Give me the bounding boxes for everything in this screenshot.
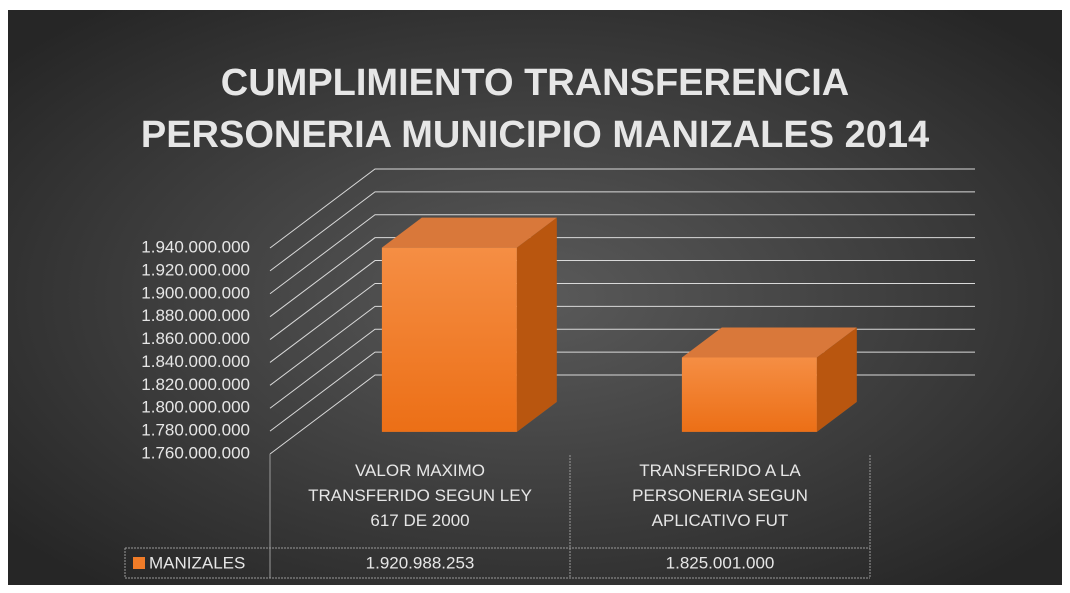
y-tick-label: 1.900.000.000: [141, 283, 250, 302]
bar: [381, 217, 557, 432]
x-tick-label: TRANSFERIDO A LA PERSONERIA SEGUN APLICA…: [632, 461, 808, 530]
y-tick-label: 1.780.000.000: [141, 421, 250, 440]
y-tick-label: 1.860.000.000: [141, 329, 250, 348]
bar-side: [516, 217, 557, 432]
legend-label: MANIZALES: [149, 553, 245, 572]
value-label: 1.825.001.000: [666, 553, 775, 572]
x-tick-label: VALOR MAXIMO TRANSFERIDO SEGUN LEY 617 D…: [308, 461, 532, 530]
legend-swatch: [133, 557, 145, 569]
bar-top: [381, 217, 557, 248]
y-tick-label: 1.920.000.000: [141, 260, 250, 279]
category-label: TRANSFERIDO A LA PERSONERIA SEGUN APLICA…: [632, 461, 808, 530]
grid-line: [269, 168, 975, 249]
category-label: VALOR MAXIMO TRANSFERIDO SEGUN LEY 617 D…: [308, 461, 532, 530]
chart-title: PERSONERIA MUNICIPIO MANIZALES 2014: [141, 114, 929, 156]
grid-line: [269, 282, 975, 363]
y-tick-label: 1.840.000.000: [141, 352, 250, 371]
grid-line: [269, 214, 975, 295]
y-tick-label: 1.880.000.000: [141, 306, 250, 325]
chart-title: CUMPLIMIENTO TRANSFERENCIA: [221, 62, 849, 104]
y-tick-label: 1.820.000.000: [141, 375, 250, 394]
y-tick-label: 1.940.000.000: [141, 237, 250, 256]
grid-line: [269, 191, 975, 272]
y-tick-label: 1.760.000.000: [141, 443, 250, 462]
bar: [681, 327, 857, 432]
bar-front: [381, 247, 517, 432]
bar-top: [681, 327, 857, 358]
y-tick-label: 1.800.000.000: [141, 398, 250, 417]
bar-side: [816, 327, 857, 432]
grid-line: [269, 305, 975, 386]
value-label: 1.920.988.253: [366, 553, 475, 572]
grid-line: [269, 260, 975, 340]
bar-front: [681, 357, 817, 432]
grid-line: [269, 237, 975, 318]
